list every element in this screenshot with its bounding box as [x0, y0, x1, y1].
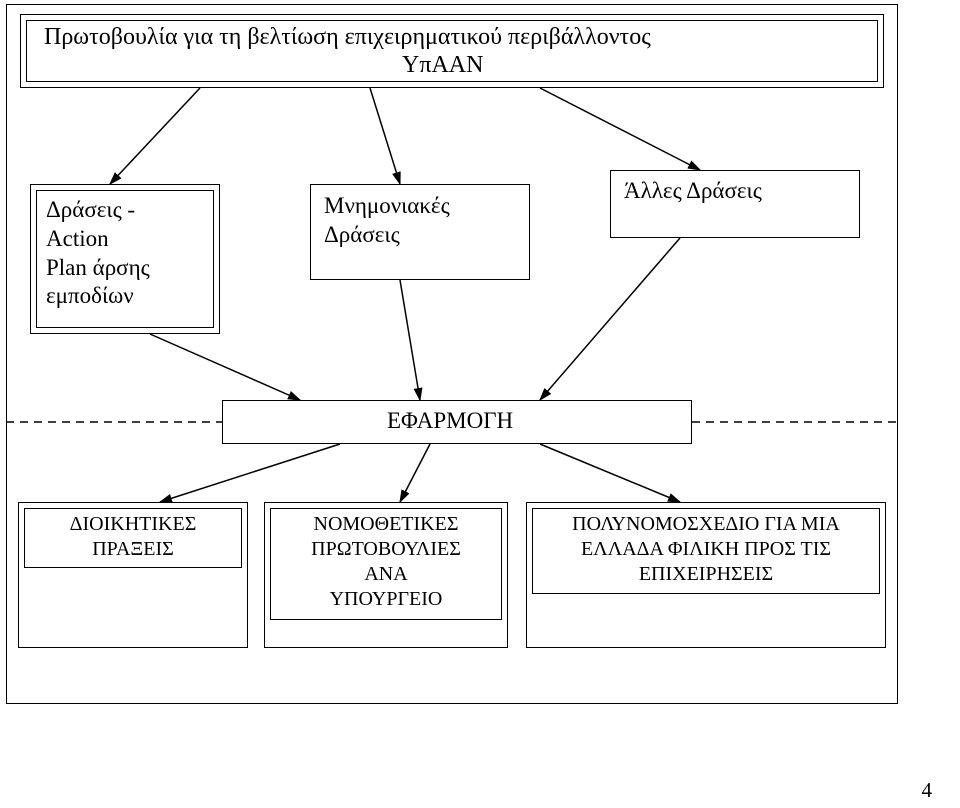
admin-acts-text: ΔΙΟΙΚΗΤΙΚΕΣ ΠΡΑΞΕΙΣ — [24, 512, 242, 562]
efarmogi-text: ΕΦΑΡΜΟΓΗ — [387, 408, 513, 434]
legislative-text: ΝΟΜΟΘΕΤΙΚΕΣ ΠΡΩΤΟΒΟΥΛΙΕΣ ΑΝΑ ΥΠΟΥΡΓΕΙΟ — [270, 512, 502, 612]
title-line2: ΥπΑΑΝ — [402, 52, 483, 79]
page-number: 4 — [922, 778, 933, 803]
other-actions-text: Άλλες Δράσεις — [624, 178, 762, 204]
mnemonic-text: Μνημονιακές Δράσεις — [324, 192, 450, 250]
title-line1: Πρωτοβουλία για τη βελτίωση επιχειρηματι… — [44, 24, 651, 51]
actions-text: Δράσεις - Action Plan άρσης εμποδίων — [46, 196, 150, 311]
polybill-text: ΠΟΛΥΝΟΜΟΣΧΕΔΙΟ ΓΙΑ ΜΙΑ ΕΛΛΑΔΑ ΦΙΛΙΚΗ ΠΡΟ… — [532, 512, 880, 587]
